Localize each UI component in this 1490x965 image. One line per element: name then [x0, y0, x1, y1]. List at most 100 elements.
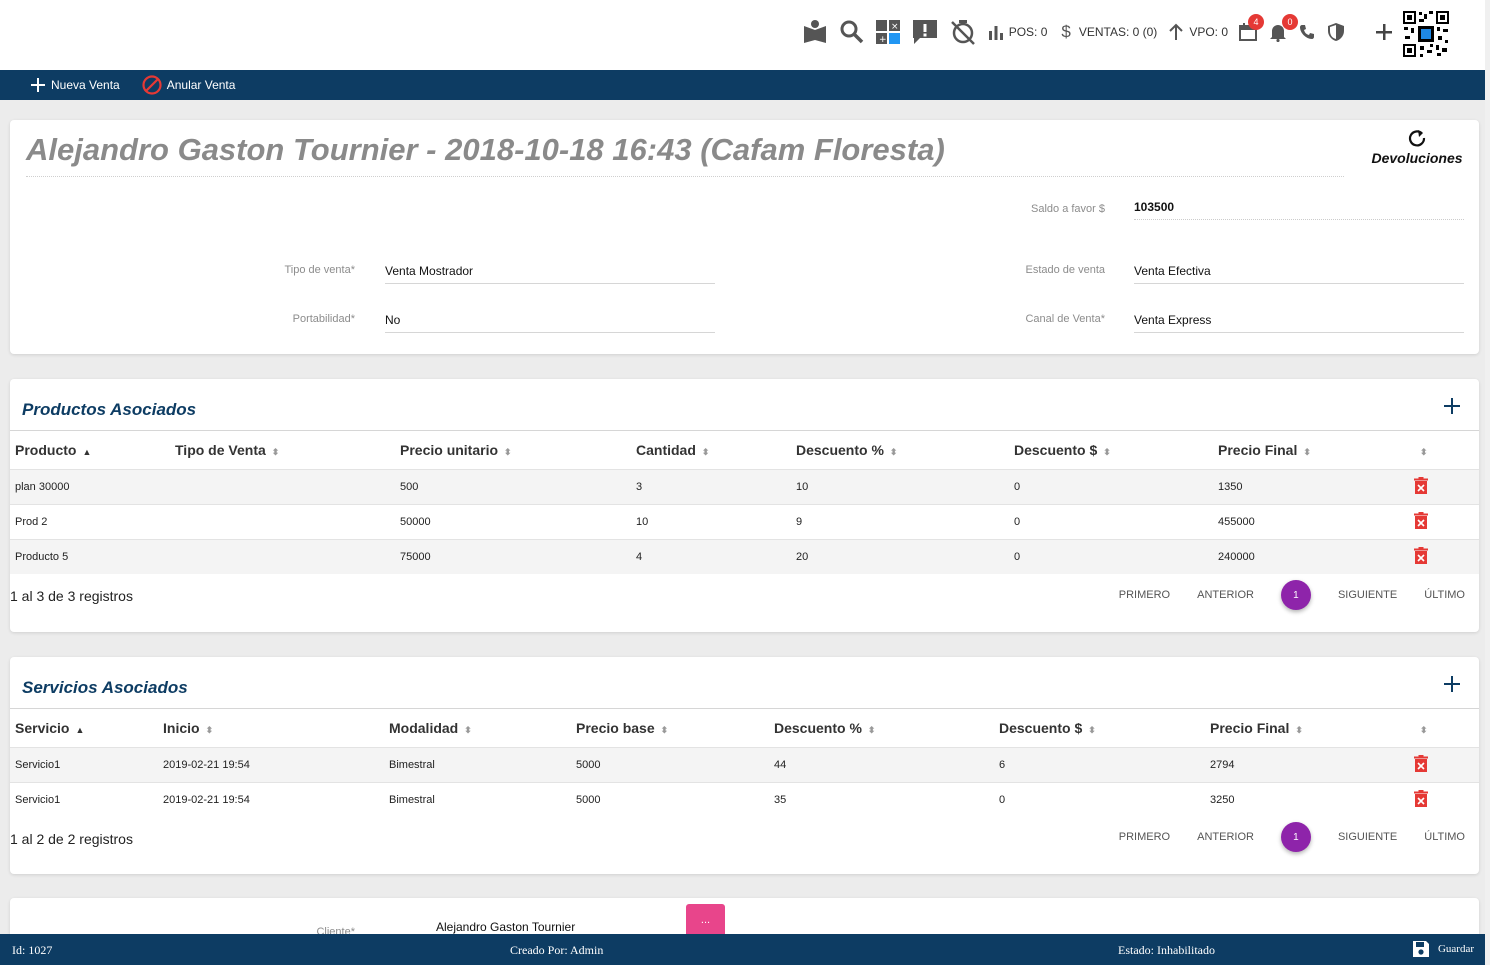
guardar-button[interactable]: Guardar [1412, 940, 1474, 958]
alert-message-icon[interactable] [911, 18, 939, 46]
cell: Bimestral [384, 746, 571, 782]
col-descuento-pct[interactable]: Descuento % ⬍ [774, 719, 876, 736]
add-icon[interactable] [1374, 22, 1394, 42]
select-cliente-button[interactable]: ... [686, 904, 725, 938]
table-header: Servicio ▲ Inicio ⬍ Modalidad ⬍ Precio base… [10, 709, 1479, 747]
top-toolbar: + × POS: 0 $ VENTAS: 0 (0) VPO: 0 4 0 [0, 0, 1490, 70]
cell: 5000 [571, 746, 769, 782]
cell: 10 [791, 468, 1009, 504]
ventas-indicator[interactable]: $ VENTAS: 0 (0) [1057, 22, 1157, 42]
arrow-up-icon [1169, 23, 1184, 40]
tipo-venta-field[interactable]: Venta Mostrador [385, 264, 715, 284]
shield-icon[interactable] [1326, 22, 1346, 42]
search-icon[interactable] [839, 19, 865, 45]
bell-icon[interactable]: 0 [1268, 14, 1298, 42]
col-descuento-abs[interactable]: Descuento $ ⬍ [1014, 441, 1111, 458]
cliente-card: Cliente* Alejandro Gaston Tournier ... [10, 898, 1479, 938]
cell: 50000 [395, 503, 631, 539]
last-page-button[interactable]: ÚLTIMO [1424, 831, 1465, 843]
devoluciones-button[interactable]: Devoluciones [1367, 128, 1467, 166]
registros-count: 1 al 3 de 3 registros [10, 588, 133, 604]
prev-page-button[interactable]: ANTERIOR [1197, 831, 1254, 843]
save-icon [1412, 941, 1429, 957]
first-page-button[interactable]: PRIMERO [1118, 831, 1171, 843]
delete-icon[interactable] [1414, 476, 1428, 497]
last-page-button[interactable]: ÚLTIMO [1424, 589, 1465, 601]
estado-venta-field[interactable]: Venta Efectiva [1134, 264, 1464, 284]
cell: 240000 [1213, 538, 1409, 574]
phone-icon[interactable] [1298, 23, 1316, 41]
book-icon[interactable] [801, 18, 829, 46]
col-tipo-venta[interactable]: Tipo de Venta ⬍ [175, 441, 280, 458]
col-precio-final[interactable]: Precio Final ⬍ [1210, 719, 1303, 736]
calendar-icon[interactable]: 4 [1238, 14, 1264, 42]
delete-icon[interactable] [1414, 511, 1428, 532]
cell [1409, 468, 1479, 504]
cell: 6 [994, 746, 1205, 782]
cell: Producto 5 [10, 538, 170, 574]
toolbar-icons: + × POS: 0 $ VENTAS: 0 (0) VPO: 0 4 0 [791, 10, 1452, 58]
col-descuento-abs[interactable]: Descuento $ ⬍ [999, 719, 1096, 736]
nueva-venta-button[interactable]: Nueva Venta [30, 77, 120, 93]
portabilidad-field[interactable]: No [385, 313, 715, 333]
col-producto[interactable]: Producto ▲ [15, 441, 92, 458]
pagination: PRIMERO ANTERIOR 1 SIGUIENTE ÚLTIMO [1092, 822, 1465, 852]
table-row: Servicio1 2019-02-21 19:54 Bimestral 500… [10, 781, 1479, 817]
cliente-field[interactable]: Alejandro Gaston Tournier [436, 920, 576, 934]
cell: 0 [1009, 503, 1213, 539]
timer-off-icon[interactable] [949, 18, 977, 46]
cell: Bimestral [384, 781, 571, 817]
cell: 0 [1009, 538, 1213, 574]
cell: 2019-02-21 19:54 [158, 746, 384, 782]
saldo-label: Saldo a favor $ [1031, 203, 1105, 215]
productos-card: Productos Asociados Producto ▲ Tipo de Ve… [10, 379, 1479, 632]
anular-venta-label: Anular Venta [166, 78, 236, 92]
col-precio-final[interactable]: Precio Final ⬍ [1218, 441, 1311, 458]
scrollbar[interactable] [1485, 0, 1490, 965]
col-inicio[interactable]: Inicio ⬍ [163, 719, 214, 736]
anular-venta-button[interactable]: Anular Venta [142, 75, 236, 95]
servicios-card: Servicios Asociados Servicio ▲ Inicio ⬍ Mo… [10, 657, 1479, 874]
cell [1409, 538, 1479, 574]
col-servicio[interactable]: Servicio ▲ [15, 719, 85, 736]
col-precio-base[interactable]: Precio base ⬍ [576, 719, 669, 736]
plus-icon [31, 78, 45, 92]
cell [1409, 781, 1479, 817]
current-page-button[interactable]: 1 [1280, 822, 1311, 852]
pos-indicator[interactable]: POS: 0 [987, 23, 1047, 41]
calculator-icon[interactable]: + × [875, 19, 901, 45]
current-page-button[interactable]: 1 [1280, 580, 1311, 610]
canal-venta-field[interactable]: Venta Express [1134, 313, 1464, 333]
first-page-button[interactable]: PRIMERO [1118, 589, 1171, 601]
cell [170, 503, 395, 539]
cell [170, 468, 395, 504]
cell: 500 [395, 468, 631, 504]
col-descuento-pct[interactable]: Descuento % ⬍ [796, 441, 898, 458]
cell: 2794 [1205, 746, 1409, 782]
qr-code-icon[interactable] [1402, 9, 1452, 59]
table-row: Producto 5 75000 4 20 0 240000 [10, 538, 1479, 574]
prev-page-button[interactable]: ANTERIOR [1197, 589, 1254, 601]
bar-chart-icon [988, 26, 1003, 40]
table-header: Producto ▲ Tipo de Venta ⬍ Precio unitario… [10, 431, 1479, 469]
col-actions[interactable]: ⬍ [1420, 446, 1428, 457]
add-producto-button[interactable] [1443, 397, 1461, 420]
status-footer: Id: 1027 Creado Por: Admin Estado: Inhab… [0, 934, 1490, 965]
plus-icon [1444, 398, 1460, 414]
next-page-button[interactable]: SIGUIENTE [1337, 589, 1398, 601]
productos-table: Producto ▲ Tipo de Venta ⬍ Precio unitario… [10, 431, 1479, 574]
add-servicio-button[interactable] [1443, 675, 1461, 698]
cell: 455000 [1213, 503, 1409, 539]
cell [1409, 503, 1479, 539]
delete-icon[interactable] [1414, 754, 1428, 775]
delete-icon[interactable] [1414, 546, 1428, 567]
col-actions[interactable]: ⬍ [1420, 724, 1428, 735]
delete-icon[interactable] [1414, 789, 1428, 810]
vpo-indicator[interactable]: VPO: 0 [1167, 23, 1228, 41]
bell-badge: 0 [1282, 14, 1298, 30]
next-page-button[interactable]: SIGUIENTE [1337, 831, 1398, 843]
col-cantidad[interactable]: Cantidad ⬍ [636, 441, 710, 458]
col-modalidad[interactable]: Modalidad ⬍ [389, 719, 472, 736]
dollar-icon: $ [1061, 22, 1071, 41]
col-precio-unitario[interactable]: Precio unitario ⬍ [400, 441, 512, 458]
